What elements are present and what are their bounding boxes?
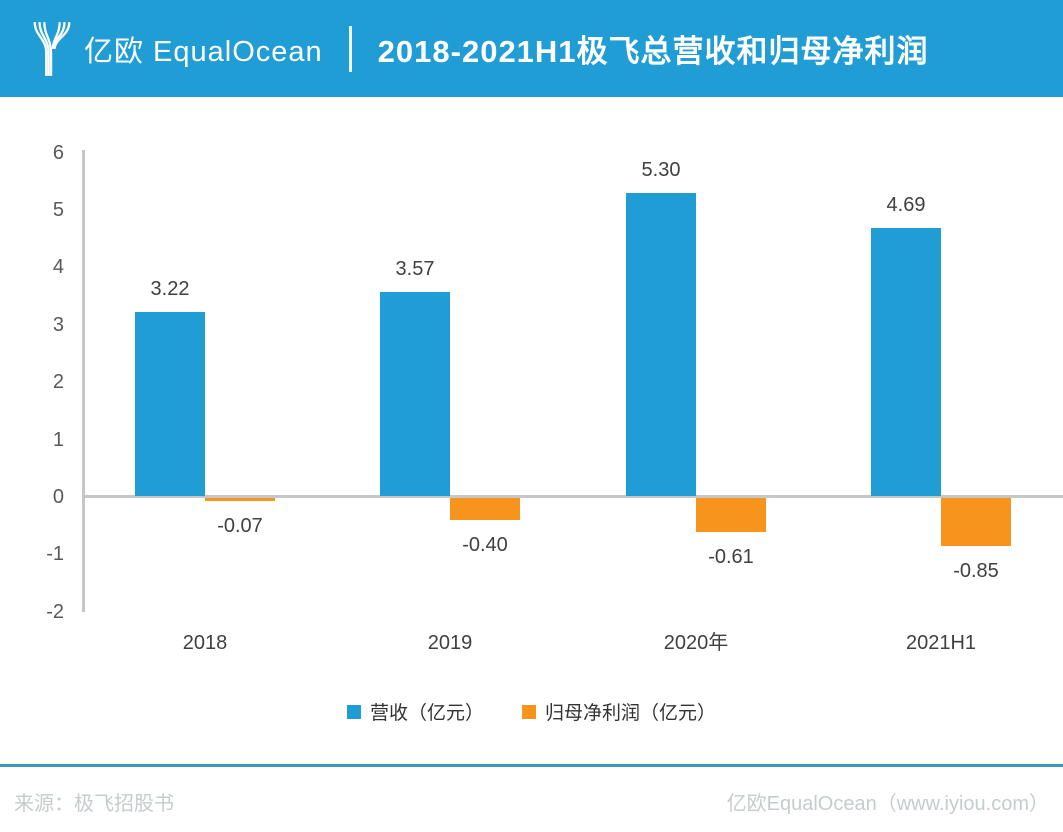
footer: 来源：极飞招股书 亿欧EqualOcean（www.iyiou.com） <box>0 786 1063 816</box>
y-axis-tick-label: 2 <box>52 371 64 394</box>
revenue-bar <box>380 292 450 496</box>
revenue-bar <box>135 312 205 496</box>
y-axis-line <box>82 150 85 612</box>
profit-value-label: -0.40 <box>462 533 508 556</box>
footer-divider <box>0 764 1063 767</box>
revenue-value-label: 5.30 <box>641 158 681 181</box>
x-axis-label: 2020年 <box>663 632 729 654</box>
profit-bar <box>450 498 520 520</box>
revenue-bar <box>871 227 941 496</box>
revenue-value-label: 3.22 <box>150 278 190 301</box>
profit-bar <box>205 498 275 502</box>
y-axis-tick-label: -2 <box>46 600 64 623</box>
x-axis-label: 2019 <box>427 632 473 654</box>
profit-value-label: -0.07 <box>217 515 263 538</box>
revenue-value-label: 4.69 <box>886 193 926 216</box>
brand: 亿欧 EqualOcean <box>28 20 323 78</box>
profit-value-label: -0.61 <box>708 546 754 568</box>
equalocean-logo-icon <box>33 21 71 76</box>
y-axis-tick-label: 0 <box>52 486 64 508</box>
profit-value-label: -0.85 <box>953 559 999 582</box>
legend-label: 归母净利润（亿元） <box>545 703 717 724</box>
credit-text: 亿欧EqualOcean（www.iyiou.com） <box>726 792 1049 815</box>
y-axis-tick-label: -1 <box>46 543 64 566</box>
y-axis-tick-label: 6 <box>52 141 64 164</box>
header-divider <box>348 25 352 72</box>
revenue-bar <box>626 192 696 496</box>
zero-axis-line <box>82 495 1063 498</box>
header-banner: 亿欧 EqualOcean 2018-2021H1极飞总营收和归母净利润 <box>0 0 1063 97</box>
y-axis-tick-label: 3 <box>52 313 64 336</box>
brand-name: 亿欧 EqualOcean <box>84 35 323 68</box>
revenue-value-label: 3.57 <box>395 258 435 281</box>
x-axis-label: 2021H1 <box>905 632 977 654</box>
profit-bar <box>696 498 766 532</box>
legend-item-net-profit: 归母净利润（亿元） <box>522 698 716 725</box>
legend-swatch-revenue-icon <box>346 704 361 719</box>
y-axis-tick-label: 4 <box>52 256 64 279</box>
profit-bar <box>941 498 1011 546</box>
chart-legend: 营收（亿元） 归母净利润（亿元） <box>0 698 1063 725</box>
legend-swatch-net-profit-icon <box>522 704 536 719</box>
y-axis-tick-label: 5 <box>52 199 64 221</box>
y-axis-tick-label: 1 <box>52 428 64 451</box>
legend-item-revenue: 营收（亿元） <box>346 698 484 725</box>
legend-label: 营收（亿元） <box>369 703 484 724</box>
x-axis-label: 2018 <box>182 632 228 654</box>
source-text: 来源：极飞招股书 <box>14 792 174 815</box>
page-title: 2018-2021H1极飞总营收和归母净利润 <box>377 34 929 69</box>
